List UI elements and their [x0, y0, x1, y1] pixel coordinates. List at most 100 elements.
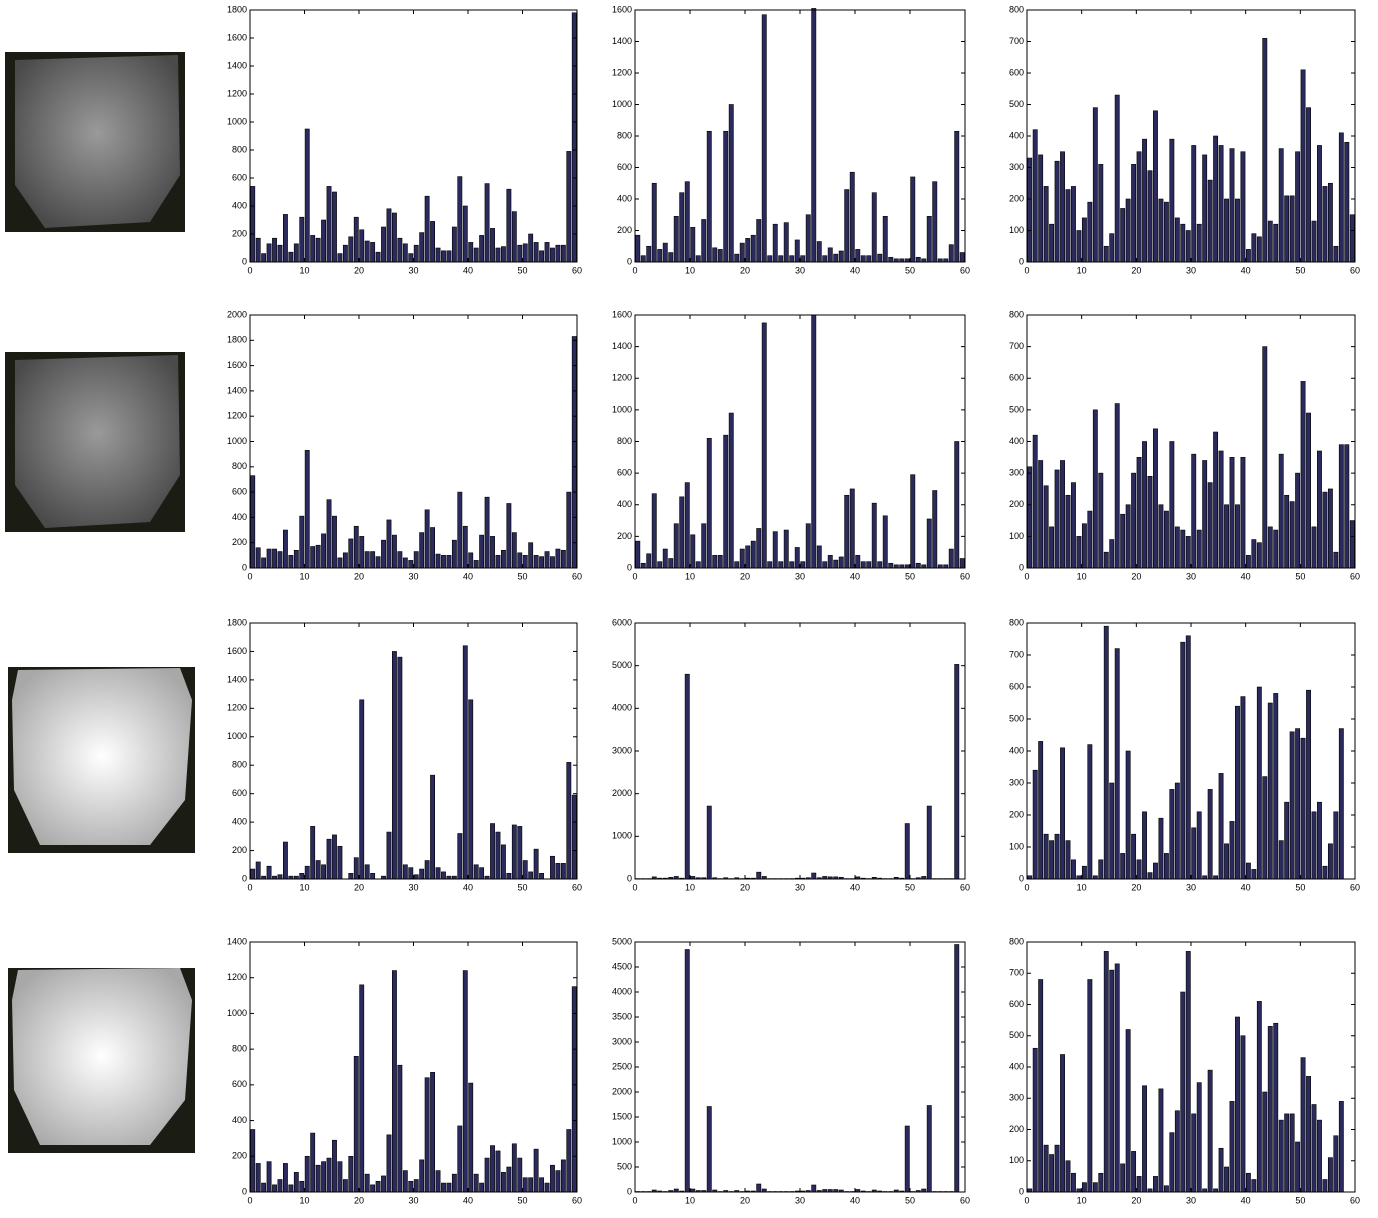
x-tick-label: 0: [632, 265, 637, 275]
y-tick-label: 1800: [227, 4, 247, 14]
bar: [528, 871, 534, 880]
bar: [844, 494, 850, 569]
face-image: [8, 667, 195, 853]
bar: [457, 176, 463, 263]
bar: [566, 1129, 572, 1193]
bar: [1196, 811, 1202, 880]
bar: [827, 247, 833, 263]
x-tick-label: 0: [247, 571, 252, 581]
axes-box: [634, 941, 966, 1193]
bar: [1081, 523, 1087, 569]
bar: [1049, 526, 1055, 569]
bar: [266, 865, 272, 880]
bar: [435, 553, 441, 569]
x-tick-label: 10: [299, 882, 309, 892]
bar: [370, 1184, 376, 1193]
bar: [822, 255, 828, 263]
bar: [1256, 686, 1262, 880]
bar: [326, 186, 332, 263]
x-tick-label: 20: [740, 571, 750, 581]
bar: [783, 222, 789, 263]
bar: [391, 212, 397, 263]
bar: [321, 864, 327, 880]
bar: [315, 544, 321, 569]
bar: [402, 243, 408, 263]
y-tick-label: 600: [1009, 373, 1024, 383]
bar: [413, 551, 419, 569]
x-tick-label: 0: [247, 882, 252, 892]
y-tick-label: 600: [232, 486, 247, 496]
x-tick-label: 30: [795, 265, 805, 275]
bar: [500, 844, 506, 880]
bar: [473, 560, 479, 569]
bar: [712, 555, 718, 569]
bar: [479, 534, 485, 569]
bar: [1196, 529, 1202, 569]
bar: [1344, 444, 1350, 569]
bar: [662, 242, 668, 263]
x-tick-label: 30: [408, 571, 418, 581]
x-tick-label: 50: [517, 265, 527, 275]
bar: [1142, 1085, 1147, 1193]
bar: [761, 14, 767, 263]
bar: [1109, 782, 1115, 880]
bar: [1349, 214, 1355, 263]
bar: [1327, 1157, 1333, 1193]
bar: [413, 874, 419, 880]
bar: [1049, 840, 1055, 880]
x-tick-label: 20: [1131, 882, 1141, 892]
x-tick-label: 30: [795, 1195, 805, 1205]
bar: [684, 181, 690, 263]
bar: [1065, 840, 1071, 880]
bar: [430, 774, 436, 880]
bar: [1333, 811, 1339, 880]
bar: [706, 438, 712, 569]
bar: [948, 548, 954, 569]
y-tick-label: 1200: [227, 88, 247, 98]
y-tick-label: 800: [1009, 617, 1024, 627]
bar: [282, 529, 288, 569]
bar: [1235, 198, 1240, 263]
bar: [635, 234, 641, 263]
bar: [1218, 450, 1224, 569]
x-tick-label: 60: [572, 571, 582, 581]
bar: [539, 873, 545, 880]
bar: [435, 247, 441, 263]
x-tick-label: 60: [1350, 571, 1360, 581]
bar: [566, 491, 572, 569]
bar: [723, 130, 729, 263]
bar: [1235, 705, 1240, 880]
bar: [391, 970, 397, 1193]
bar: [1317, 801, 1322, 880]
y-tick-label: 1000: [227, 1008, 247, 1018]
bar: [701, 523, 707, 569]
y-tick-label: 4000: [612, 703, 632, 713]
bar: [827, 555, 833, 569]
bar: [522, 555, 528, 569]
bar: [1191, 145, 1197, 263]
bar: [1256, 542, 1262, 569]
bar: [408, 253, 414, 263]
bar: [370, 873, 376, 880]
bar: [1163, 201, 1169, 263]
bar: [1317, 450, 1322, 569]
bar: [364, 551, 370, 569]
x-tick-label: 60: [1350, 265, 1360, 275]
y-tick-label: 1000: [612, 831, 632, 841]
bar: [1338, 1101, 1344, 1193]
bar: [435, 867, 441, 880]
bar: [402, 864, 408, 880]
bar: [441, 555, 446, 569]
y-tick-label: 2000: [612, 788, 632, 798]
bar: [462, 525, 468, 569]
bar: [337, 253, 343, 263]
bar: [490, 536, 495, 569]
x-tick-label: 50: [1295, 571, 1305, 581]
x-tick-label: 10: [299, 1195, 309, 1205]
bar: [441, 250, 446, 263]
bar: [800, 255, 806, 263]
bar: [1081, 865, 1087, 880]
bar: [342, 1179, 348, 1193]
bar: [723, 434, 729, 569]
bar: [402, 1170, 408, 1193]
